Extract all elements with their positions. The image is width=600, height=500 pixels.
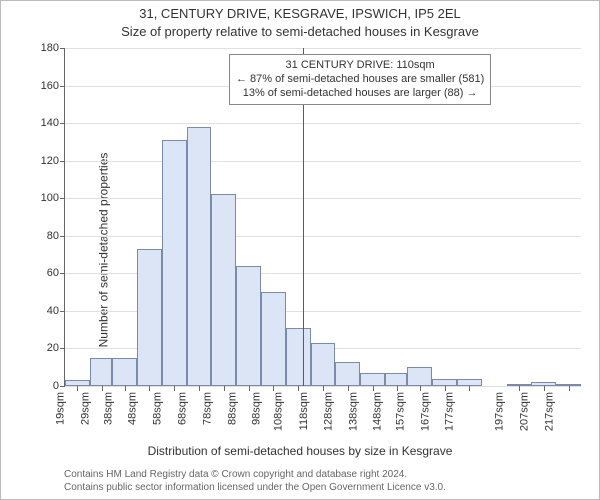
histogram-bar xyxy=(137,249,162,386)
xtick-mark xyxy=(569,386,570,391)
ytick-mark xyxy=(60,273,65,274)
ytick-label: 160 xyxy=(41,80,59,92)
xtick-mark xyxy=(445,386,446,391)
xtick-label: 157sqm xyxy=(394,392,406,431)
xtick-mark xyxy=(102,386,103,391)
histogram-bar xyxy=(457,379,482,387)
ytick-mark xyxy=(60,86,65,87)
xtick-mark xyxy=(420,386,421,391)
xtick-label: 19sqm xyxy=(55,392,67,425)
histogram-bar xyxy=(162,140,187,386)
histogram-bar xyxy=(211,194,236,386)
xtick-label: 48sqm xyxy=(127,392,139,425)
xtick-label: 138sqm xyxy=(347,392,359,431)
ytick-mark xyxy=(60,48,65,49)
xtick-label: 29sqm xyxy=(80,392,92,425)
xtick-mark xyxy=(224,386,225,391)
xtick-mark xyxy=(77,386,78,391)
xtick-label: 197sqm xyxy=(493,392,505,431)
xtick-label: 118sqm xyxy=(298,392,310,430)
histogram-bar xyxy=(311,343,336,386)
xtick-mark xyxy=(397,386,398,391)
gridline-h xyxy=(65,236,581,237)
xtick-mark xyxy=(373,386,374,391)
xtick-mark xyxy=(273,386,274,391)
xtick-label: 108sqm xyxy=(273,392,285,431)
xtick-mark xyxy=(348,386,349,391)
histogram-bar xyxy=(432,379,457,387)
ytick-label: 40 xyxy=(47,305,59,317)
histogram-bar xyxy=(112,358,137,386)
xtick-mark xyxy=(519,386,520,391)
ytick-label: 20 xyxy=(47,342,59,354)
ytick-label: 60 xyxy=(47,267,59,279)
ytick-mark xyxy=(60,236,65,237)
ytick-label: 120 xyxy=(41,155,59,167)
ytick-mark xyxy=(60,161,65,162)
histogram-bar xyxy=(90,358,112,386)
histogram-bar xyxy=(286,328,311,386)
histogram-bar xyxy=(360,373,385,386)
histogram-bar xyxy=(407,367,432,386)
xtick-mark xyxy=(199,386,200,391)
xtick-label: 68sqm xyxy=(176,392,188,425)
xtick-label: 167sqm xyxy=(419,392,431,431)
ytick-mark xyxy=(60,123,65,124)
annotation-line3: 13% of semi-detached houses are larger (… xyxy=(236,87,484,101)
plot-area: 02040608010012014016018019sqm29sqm38sqm4… xyxy=(64,48,581,387)
gridline-h xyxy=(65,123,581,124)
annotation-box: 31 CENTURY DRIVE: 110sqm ← 87% of semi-d… xyxy=(229,54,491,105)
gridline-h xyxy=(65,198,581,199)
xtick-mark xyxy=(174,386,175,391)
histogram-bar xyxy=(385,373,407,386)
histogram-bar xyxy=(261,292,286,386)
ytick-mark xyxy=(60,348,65,349)
xtick-label: 177sqm xyxy=(444,392,456,431)
xtick-label: 128sqm xyxy=(322,392,334,431)
ytick-label: 80 xyxy=(47,230,59,242)
ytick-mark xyxy=(60,386,65,387)
ytick-label: 180 xyxy=(41,42,59,54)
xtick-label: 58sqm xyxy=(152,392,164,425)
gridline-h xyxy=(65,48,581,49)
xtick-mark xyxy=(544,386,545,391)
ytick-mark xyxy=(60,311,65,312)
annotation-line2: ← 87% of semi-detached houses are smalle… xyxy=(236,73,484,87)
chart-title-line2: Size of property relative to semi-detach… xyxy=(0,24,600,39)
histogram-bar xyxy=(236,266,261,386)
histogram-bar xyxy=(335,362,360,386)
ytick-mark xyxy=(60,198,65,199)
xtick-mark xyxy=(249,386,250,391)
xtick-mark xyxy=(298,386,299,391)
xtick-mark xyxy=(323,386,324,391)
xtick-label: 78sqm xyxy=(201,392,213,425)
footer-attribution: Contains HM Land Registry data © Crown c… xyxy=(64,469,580,494)
xtick-mark xyxy=(125,386,126,391)
annotation-line1: 31 CENTURY DRIVE: 110sqm xyxy=(236,59,484,73)
histogram-bar xyxy=(187,127,212,386)
xtick-label: 217sqm xyxy=(543,392,555,431)
gridline-h xyxy=(65,161,581,162)
xtick-label: 38sqm xyxy=(102,392,114,425)
xtick-label: 98sqm xyxy=(251,392,263,425)
chart-title-line1: 31, CENTURY DRIVE, KESGRAVE, IPSWICH, IP… xyxy=(0,6,600,21)
xtick-mark xyxy=(149,386,150,391)
ytick-label: 100 xyxy=(41,192,59,204)
xtick-label: 207sqm xyxy=(518,392,530,431)
chart-container: 31, CENTURY DRIVE, KESGRAVE, IPSWICH, IP… xyxy=(0,0,600,500)
xtick-label: 88sqm xyxy=(226,392,238,425)
xtick-mark xyxy=(469,386,470,391)
x-axis-label: Distribution of semi-detached houses by … xyxy=(0,444,600,458)
ytick-label: 140 xyxy=(41,117,59,129)
ytick-label: 0 xyxy=(53,380,59,392)
xtick-label: 148sqm xyxy=(372,392,384,431)
